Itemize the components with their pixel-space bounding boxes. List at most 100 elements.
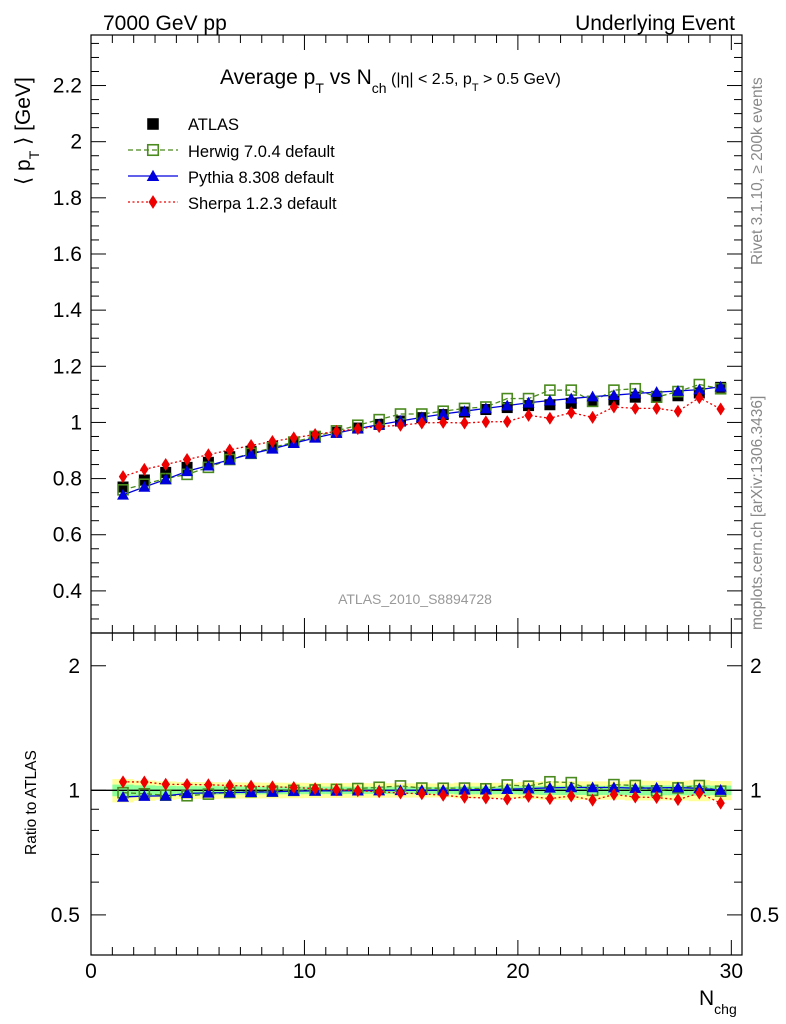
ratio-line-sherpa <box>123 781 721 804</box>
process-label: Underlying Event <box>575 12 735 35</box>
legend-label-sherpa: Sherpa 1.2.3 default <box>188 195 337 213</box>
data-point-sherpa <box>695 391 704 405</box>
data-point-atlas <box>117 481 129 493</box>
data-point-pythia <box>138 481 151 492</box>
legend-marker-herwig <box>146 143 160 157</box>
y-axis-label: ⟨ pT ⟩ [GeV] <box>12 77 42 185</box>
legend-marker-atlas <box>147 118 159 130</box>
data-point-sherpa <box>161 458 170 472</box>
x-tick-label: 20 <box>506 960 529 983</box>
data-point-sherpa <box>246 438 256 452</box>
ratio-point-pythia <box>543 781 556 793</box>
series-markers <box>117 378 727 810</box>
ratio-point-sherpa <box>310 782 320 796</box>
data-point-sherpa <box>289 431 298 445</box>
data-point-sherpa <box>524 408 533 422</box>
x-tick-label: 10 <box>293 960 316 983</box>
ratio-tick-label-left: 2 <box>68 655 80 678</box>
data-point-sherpa <box>204 448 213 462</box>
data-point-sherpa <box>225 443 234 457</box>
data-point-sherpa <box>609 400 619 414</box>
ratio-tick-label-right: 1 <box>750 779 762 802</box>
ratio-point-sherpa <box>631 790 640 804</box>
ratio-tick-label-left: 1 <box>68 779 80 802</box>
data-point-pythia <box>458 405 471 417</box>
ratio-point-sherpa <box>225 778 234 792</box>
data-point-pythia <box>159 473 172 485</box>
data-point-pythia <box>181 465 194 477</box>
data-point-sherpa <box>118 470 128 484</box>
ratio-point-sherpa <box>353 784 363 798</box>
ratio-point-sherpa <box>374 785 384 799</box>
data-point-pythia <box>586 390 599 402</box>
data-point-pythia <box>629 387 642 399</box>
legend-marker-sherpa <box>148 195 158 209</box>
data-point-sherpa <box>673 404 683 418</box>
ratio-point-sherpa <box>289 780 298 794</box>
data-point-sherpa <box>140 462 149 476</box>
y-tick-label: 0.6 <box>53 524 82 547</box>
ratio-point-pythia <box>159 789 172 801</box>
legend-label-atlas: ATLAS <box>188 116 239 134</box>
legend: ATLAS Herwig 7.0.4 default Pythia 8.308 … <box>128 116 337 213</box>
data-point-sherpa <box>460 416 469 430</box>
ratio-point-sherpa <box>609 788 619 802</box>
y-tick-label: 1.6 <box>53 243 82 266</box>
data-point-pythia <box>650 386 663 397</box>
data-point-sherpa <box>332 424 341 438</box>
data-point-pythia <box>543 394 556 406</box>
ratio-point-sherpa <box>588 793 597 807</box>
ratio-point-sherpa <box>268 780 277 794</box>
ratio-point-pythia <box>117 790 130 802</box>
data-point-pythia <box>202 459 215 471</box>
ratio-point-sherpa <box>438 788 448 802</box>
ratio-point-pythia <box>586 781 599 793</box>
ratio-point-sherpa <box>182 777 192 791</box>
data-point-pythia <box>522 396 535 408</box>
data-point-sherpa <box>481 415 491 429</box>
ratio-point-pythia <box>181 787 194 799</box>
ratio-point-sherpa <box>396 786 405 800</box>
data-point-sherpa <box>396 418 405 432</box>
data-point-pythia <box>671 384 684 396</box>
x-tick-label: 30 <box>720 960 743 983</box>
data-point-pythia <box>693 383 706 395</box>
data-point-pythia <box>117 488 130 500</box>
ratio-point-sherpa <box>332 783 341 797</box>
y-tick-label: 2 <box>70 131 82 154</box>
y-tick-label: 0.4 <box>53 580 83 603</box>
mcplots-label: mcplots.cern.ch [arXiv:1306.3436] <box>749 396 766 630</box>
data-point-pythia <box>479 402 492 414</box>
data-point-sherpa <box>716 402 725 416</box>
ratio-point-sherpa <box>204 778 213 792</box>
ratio-point-sherpa <box>140 775 149 789</box>
data-point-sherpa <box>268 435 277 449</box>
chart-title: Average pT vs Nch (|η| < 2.5, pT > 0.5 G… <box>220 66 561 96</box>
data-point-pythia <box>607 389 620 401</box>
analysis-id-label: ATLAS_2010_S8894728 <box>338 591 492 607</box>
ratio-point-sherpa <box>673 793 683 807</box>
ratio-y-axis-label: Ratio to ATLAS <box>23 750 40 855</box>
ratio-point-sherpa <box>716 796 725 810</box>
y-tick-label: 1.2 <box>53 355 82 378</box>
data-point-pythia <box>245 447 258 459</box>
data-point-sherpa <box>545 411 555 425</box>
ratio-point-pythia <box>501 783 514 794</box>
legend-label-herwig: Herwig 7.0.4 default <box>188 143 335 161</box>
ratio-point-sherpa <box>161 777 170 791</box>
rivet-label: Rivet 3.1.10, ≥ 200k events <box>749 77 766 265</box>
ratio-point-sherpa <box>246 779 256 793</box>
ratio-point-sherpa <box>545 792 555 806</box>
data-point-pythia <box>266 442 279 454</box>
ratio-point-pythia <box>458 783 471 795</box>
axis-ticks <box>90 35 742 956</box>
x-axis-label: Nchg <box>699 987 737 1017</box>
tick-labels: 0 10 20 30 0.4 0.6 0.8 1 1.2 1.4 1.6 1.8 2 2.2 0.5 0.5 1… <box>51 75 779 983</box>
data-point-sherpa <box>503 415 512 429</box>
legend-label-pythia: Pythia 8.308 default <box>188 169 334 187</box>
data-point-pythia <box>714 380 727 392</box>
ratio-point-sherpa <box>503 792 512 806</box>
ratio-tick-label-left: 0.5 <box>51 904 80 927</box>
ratio-point-sherpa <box>567 789 576 803</box>
